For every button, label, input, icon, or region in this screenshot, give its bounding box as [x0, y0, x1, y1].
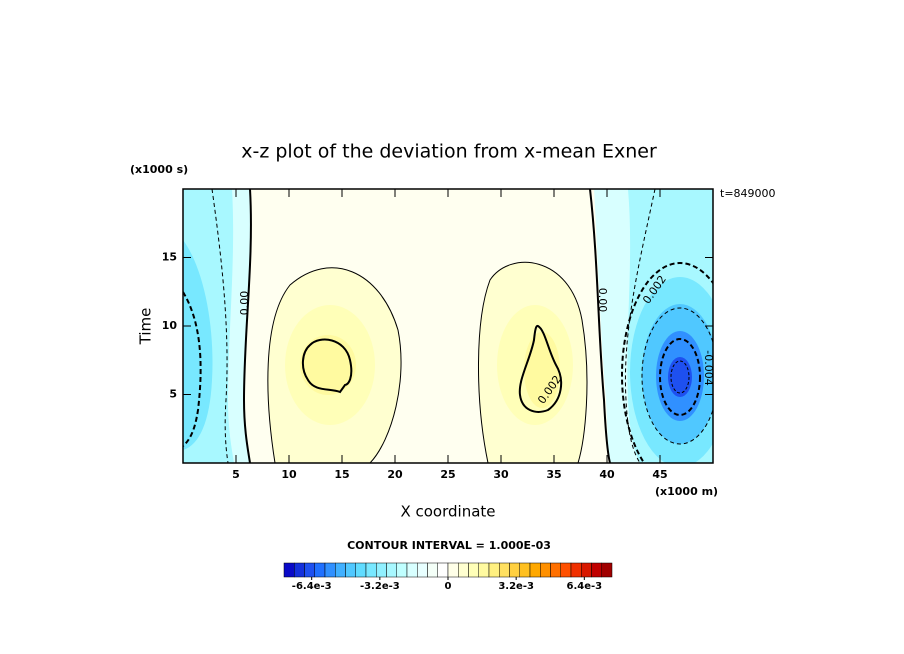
colorbar-box: [570, 562, 582, 578]
colorbar-label: -3.2e-3: [360, 581, 400, 592]
x-tick-label: 40: [599, 468, 615, 481]
colorbar-box: [406, 562, 418, 578]
colorbar-box: [427, 562, 438, 578]
colorbar-box: [294, 562, 305, 578]
colorbar-box: [488, 562, 500, 578]
x-tick-label: 15: [334, 468, 349, 481]
contour-line: [518, 324, 563, 413]
colorbar-box: [581, 562, 592, 578]
contour-line: [302, 338, 353, 394]
contour-line: [589, 189, 611, 463]
x-unit: (x1000 m): [655, 485, 718, 498]
colorbar-box: [458, 562, 469, 578]
x-tick-label: 35: [546, 468, 561, 481]
field-region: [300, 335, 356, 395]
x-tick-label: 30: [493, 468, 509, 481]
colorbar-label: 6.4e-3: [567, 581, 603, 592]
colorbar-box: [324, 562, 336, 578]
x-tick-label: 10: [281, 468, 297, 481]
contour-label: -0.004: [702, 350, 715, 385]
colorbar-box: [447, 562, 459, 578]
y-unit: (x1000 s): [130, 163, 188, 176]
contour-line: [624, 189, 656, 463]
colorbar-box: [499, 562, 510, 578]
contour-interval: CONTOUR INTERVAL = 1.000E-03: [347, 539, 551, 552]
colorbar-box: [509, 562, 520, 578]
colorbar-box: [591, 562, 602, 578]
x-tick-label: 20: [387, 468, 403, 481]
colorbar-box: [550, 562, 561, 578]
colorbar-box: [519, 562, 531, 578]
colorbar-box: [540, 562, 551, 578]
colorbar-box: [386, 562, 397, 578]
colorbar-box: [365, 562, 377, 578]
x-axis-label: X coordinate: [400, 503, 495, 521]
colorbar-box: [376, 562, 387, 578]
contour-line: [211, 189, 229, 463]
time-label: t=849000: [720, 187, 776, 200]
colorbar-label: 0: [445, 581, 452, 592]
y-tick-label: 15: [162, 251, 177, 264]
contour-line: [267, 267, 402, 463]
chart-title: x-z plot of the deviation from x-mean Ex…: [241, 141, 657, 163]
colorbar-box: [345, 562, 356, 578]
colorbar-box: [314, 562, 326, 578]
colorbar-box: [355, 562, 367, 578]
contour-line: [659, 338, 701, 416]
colorbar-box: [283, 562, 295, 578]
colorbar-box: [529, 562, 541, 578]
y-axis-label: Time: [137, 308, 155, 346]
contour-label: 0.00: [596, 288, 609, 313]
colorbar-box: [601, 562, 613, 578]
colorbar-box: [560, 562, 572, 578]
colorbar-box: [396, 562, 408, 578]
contour-field: [183, 189, 713, 463]
x-tick-label: 5: [232, 468, 240, 481]
colorbar-box: [478, 562, 490, 578]
colorbar-box: [304, 562, 315, 578]
x-tick-label: 25: [440, 468, 455, 481]
contour-label: 0.00: [238, 291, 251, 316]
contour-line: [621, 262, 713, 463]
contour-line: [242, 189, 252, 463]
colorbar-box: [468, 562, 479, 578]
field-region: [668, 357, 692, 397]
y-tick-label: 10: [162, 319, 178, 332]
colorbar-label: -6.4e-3: [292, 581, 332, 592]
contour-line: [641, 307, 713, 445]
contour-line: [478, 261, 588, 463]
x-tick-label: 45: [652, 468, 667, 481]
contour-line: [183, 291, 202, 447]
colorbar-box: [437, 562, 449, 578]
field-region: [183, 240, 213, 450]
colorbar-label: 3.2e-3: [498, 581, 534, 592]
contour-line: [670, 360, 690, 394]
colorbar-box: [417, 562, 428, 578]
colorbar-box: [335, 562, 346, 578]
y-tick-label: 5: [169, 388, 177, 401]
